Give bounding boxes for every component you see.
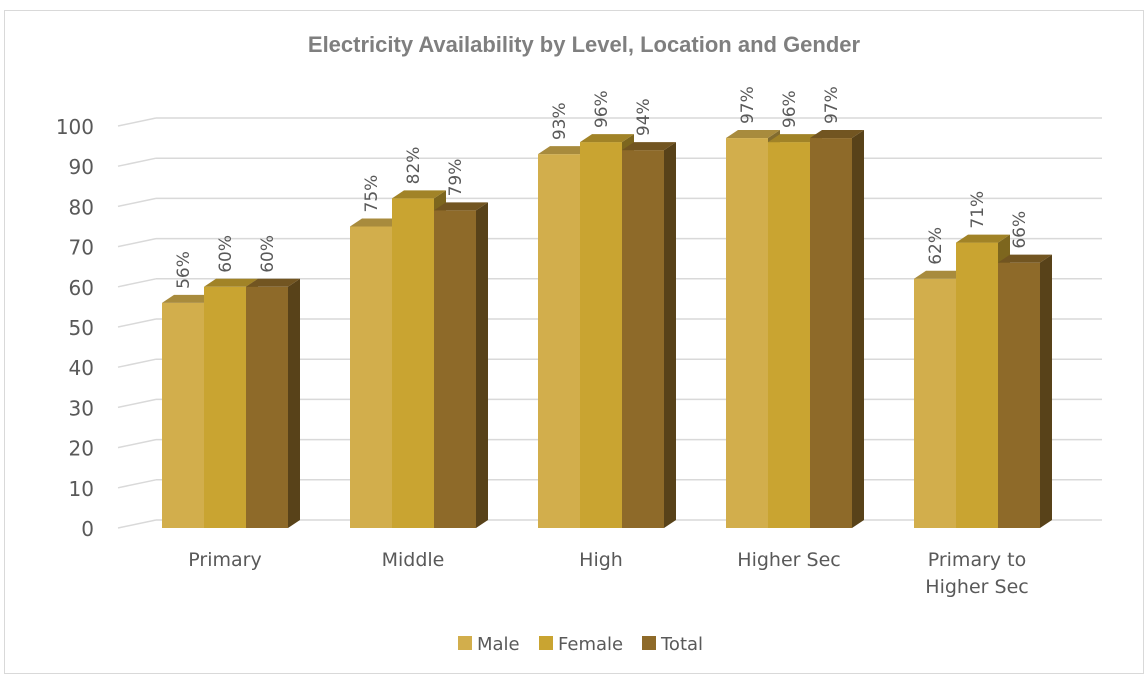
data-label: 71% (968, 191, 988, 229)
bar-top (392, 190, 446, 199)
bar-top (726, 130, 780, 139)
gridline-diagonal (117, 117, 157, 127)
y-tick-label: 80 (69, 195, 94, 219)
data-label: 96% (780, 90, 800, 128)
bar-front (768, 142, 810, 528)
y-tick-label: 70 (69, 236, 94, 260)
y-tick-label: 0 (81, 517, 94, 541)
x-axis-categories: Primary Middle High Higher Sec Primary to Hig… (188, 549, 1028, 598)
y-tick-label: 40 (69, 356, 94, 380)
legend-swatch-female (539, 636, 553, 650)
bar-top (580, 134, 634, 143)
y-tick-label: 60 (69, 276, 94, 300)
data-label: 75% (362, 175, 382, 213)
bar-side (1040, 254, 1052, 528)
bar-total-3 (810, 130, 864, 528)
bar-front (914, 278, 956, 528)
y-tick-label: 90 (69, 155, 94, 179)
bar-top (956, 234, 1010, 243)
data-label: 62% (926, 227, 946, 265)
legend-label-male: Male (477, 634, 520, 655)
data-label: 93% (550, 102, 570, 140)
x-category-label: Primary to (928, 549, 1027, 571)
x-category-label: High (579, 549, 623, 571)
bar-total-1 (434, 202, 488, 529)
bar-side (664, 142, 676, 528)
gridline-diagonal (117, 197, 157, 208)
gridline-diagonal (117, 479, 157, 489)
gridline-diagonal (117, 438, 157, 449)
bar-top (914, 270, 968, 279)
legend: Male Female Total (458, 634, 703, 655)
bar-front (998, 262, 1040, 528)
legend-swatch-total (642, 636, 656, 650)
bar-top (162, 294, 216, 303)
gridline-diagonal (117, 398, 157, 409)
y-tick-label: 20 (69, 437, 94, 461)
bar-top (810, 130, 864, 139)
bar-total-0 (246, 278, 300, 528)
data-label: 82% (404, 147, 424, 185)
legend-label-female: Female (558, 634, 623, 655)
x-category-label: Primary (188, 549, 261, 571)
chart-title: Electricity Availability by Level, Locat… (308, 32, 861, 57)
gridline-diagonal (117, 237, 157, 248)
data-labels: 56% 60% 60% 75% 82% 79% 93% 96% 94% 97% 96% 97% 62% 7… (174, 86, 1030, 289)
data-label: 96% (592, 90, 612, 128)
bar-side (476, 202, 488, 529)
bar-top (998, 254, 1052, 263)
bar-top (246, 278, 300, 287)
data-label: 66% (1010, 211, 1030, 249)
bar-top (622, 142, 676, 151)
gridline-diagonal (117, 278, 157, 288)
bar-total-2 (622, 142, 676, 528)
legend-swatch-male (458, 636, 472, 650)
gridline-diagonal (117, 318, 157, 328)
bar-front (434, 210, 476, 529)
bar-top (768, 134, 822, 143)
bar-front (162, 302, 204, 528)
data-label: 97% (738, 86, 758, 124)
bar-top (434, 202, 488, 211)
data-label: 56% (174, 251, 194, 289)
bar-front (622, 150, 664, 528)
y-tick-label: 50 (69, 316, 94, 340)
y-tick-label: 10 (69, 477, 94, 501)
bar-total-4 (998, 254, 1052, 528)
gridline-diagonal (117, 519, 157, 529)
bar-front (580, 142, 622, 528)
y-tick-label: 30 (69, 396, 94, 420)
bar-front (538, 154, 580, 528)
x-category-label: Middle (382, 549, 445, 571)
y-tick-label: 100 (56, 115, 94, 139)
data-label: 79% (446, 159, 466, 197)
bar-side (852, 130, 864, 528)
bar-top (204, 278, 258, 287)
bars (162, 130, 1052, 529)
x-category-label: Higher Sec (737, 549, 840, 571)
gridline-diagonal (117, 358, 157, 368)
gridline-diagonal (117, 157, 157, 167)
bar-front (246, 286, 288, 528)
x-category-label: Higher Sec (925, 576, 1028, 598)
y-axis-ticks: 0 10 20 30 40 50 60 70 80 90 100 (56, 115, 94, 541)
data-label: 97% (822, 86, 842, 124)
bar-front (726, 138, 768, 528)
bar-front (810, 138, 852, 528)
bar-top (350, 218, 404, 227)
bar-front (392, 198, 434, 529)
bar-top (538, 146, 592, 155)
legend-label-total: Total (660, 634, 703, 655)
bar-side (288, 278, 300, 528)
data-label: 60% (258, 235, 278, 273)
data-label: 94% (634, 98, 654, 136)
bar-front (350, 226, 392, 528)
bar-front (956, 242, 998, 528)
bar-front (204, 286, 246, 528)
data-label: 60% (216, 235, 236, 273)
